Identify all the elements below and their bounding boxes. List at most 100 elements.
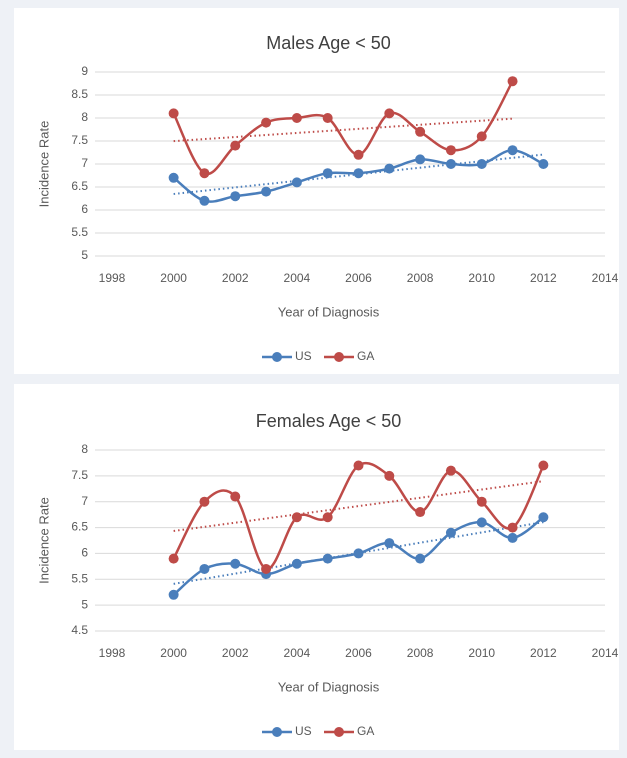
data-point [445, 159, 456, 169]
data-point [230, 491, 241, 502]
y-tick-label: 4.5 [71, 623, 88, 637]
data-point [168, 108, 179, 119]
data-point [168, 172, 179, 183]
legend-label: US [295, 724, 312, 738]
data-point [199, 168, 210, 179]
x-tick-label: 2010 [468, 646, 495, 660]
data-point [476, 159, 487, 169]
legend-marker [334, 727, 344, 737]
data-point [199, 496, 210, 507]
y-tick-label: 5 [81, 248, 88, 262]
data-point [445, 465, 456, 476]
legend-label: GA [357, 724, 374, 738]
data-point [384, 538, 395, 549]
data-point [353, 168, 364, 179]
y-tick-label: 7.5 [71, 133, 88, 147]
data-point [507, 145, 518, 156]
chart-title: Females Age < 50 [256, 411, 402, 431]
data-point [230, 191, 241, 202]
data-point [261, 117, 272, 128]
legend-marker [272, 352, 282, 362]
data-point [353, 149, 364, 160]
data-point [261, 563, 272, 574]
trendline [173, 480, 544, 532]
x-tick-label: 2004 [284, 646, 311, 660]
x-tick-label: 2014 [592, 271, 619, 285]
y-tick-label: 7 [81, 494, 88, 508]
data-point [538, 512, 549, 523]
data-point [415, 507, 426, 518]
x-tick-label: 2002 [222, 271, 249, 285]
data-point [415, 553, 426, 564]
y-axis-title: Incidence Rate [36, 497, 51, 584]
x-tick-label: 2000 [160, 646, 187, 660]
data-point [291, 512, 302, 523]
data-point [322, 553, 333, 564]
data-point [353, 460, 364, 471]
y-tick-label: 5 [81, 597, 88, 611]
y-tick-label: 7 [81, 156, 88, 170]
data-point [507, 76, 518, 87]
data-point [199, 195, 210, 206]
x-tick-label: 2002 [222, 646, 249, 660]
data-point [230, 140, 241, 151]
x-axis-title: Year of Diagnosis [278, 304, 380, 319]
chart-title: Males Age < 50 [266, 33, 391, 53]
y-tick-label: 5.5 [71, 225, 88, 239]
data-point [415, 154, 426, 165]
data-point [415, 126, 426, 137]
data-point [538, 460, 549, 471]
data-point [507, 522, 518, 533]
data-point [199, 563, 210, 574]
x-tick-label: 2010 [468, 271, 495, 285]
y-tick-label: 9 [81, 64, 88, 78]
data-point [261, 186, 272, 197]
y-tick-label: 6.5 [71, 179, 88, 193]
data-point [445, 145, 456, 156]
data-point [384, 470, 395, 481]
y-tick-label: 6 [81, 546, 88, 560]
y-tick-label: 8.5 [71, 87, 88, 101]
x-tick-label: 2000 [160, 271, 187, 285]
x-tick-label: 2014 [592, 646, 619, 660]
x-tick-label: 1998 [99, 646, 126, 660]
data-point [168, 589, 179, 600]
y-tick-label: 5.5 [71, 571, 88, 585]
x-tick-label: 2004 [284, 271, 311, 285]
data-point [168, 553, 179, 564]
y-axis-title: Incidence Rate [36, 121, 51, 208]
x-tick-label: 2012 [530, 271, 557, 285]
data-point [291, 113, 302, 123]
data-point [322, 168, 333, 179]
data-point [538, 159, 549, 169]
y-tick-label: 6 [81, 202, 88, 216]
data-point [230, 558, 241, 569]
legend-label: GA [357, 349, 374, 363]
x-tick-label: 2006 [345, 271, 372, 285]
y-tick-label: 6.5 [71, 520, 88, 534]
legend-marker [334, 352, 344, 362]
legend-label: US [295, 349, 312, 363]
x-tick-label: 2006 [345, 646, 372, 660]
y-tick-label: 8 [81, 110, 88, 124]
data-point [507, 532, 518, 543]
data-point [322, 512, 333, 523]
data-point [322, 113, 333, 123]
data-point [476, 496, 487, 507]
x-tick-label: 1998 [99, 271, 126, 285]
x-tick-label: 2008 [407, 271, 434, 285]
x-tick-label: 2012 [530, 646, 557, 660]
data-point [445, 527, 456, 538]
chart-frame [14, 384, 619, 750]
x-axis-title: Year of Diagnosis [278, 679, 380, 694]
chart-frame [14, 8, 619, 374]
data-point [291, 177, 302, 188]
legend-marker [272, 727, 282, 737]
data-point [291, 558, 302, 569]
data-point [476, 131, 487, 142]
y-tick-label: 8 [81, 442, 88, 456]
data-point [476, 517, 487, 528]
data-point [384, 163, 395, 174]
data-point [384, 108, 395, 119]
